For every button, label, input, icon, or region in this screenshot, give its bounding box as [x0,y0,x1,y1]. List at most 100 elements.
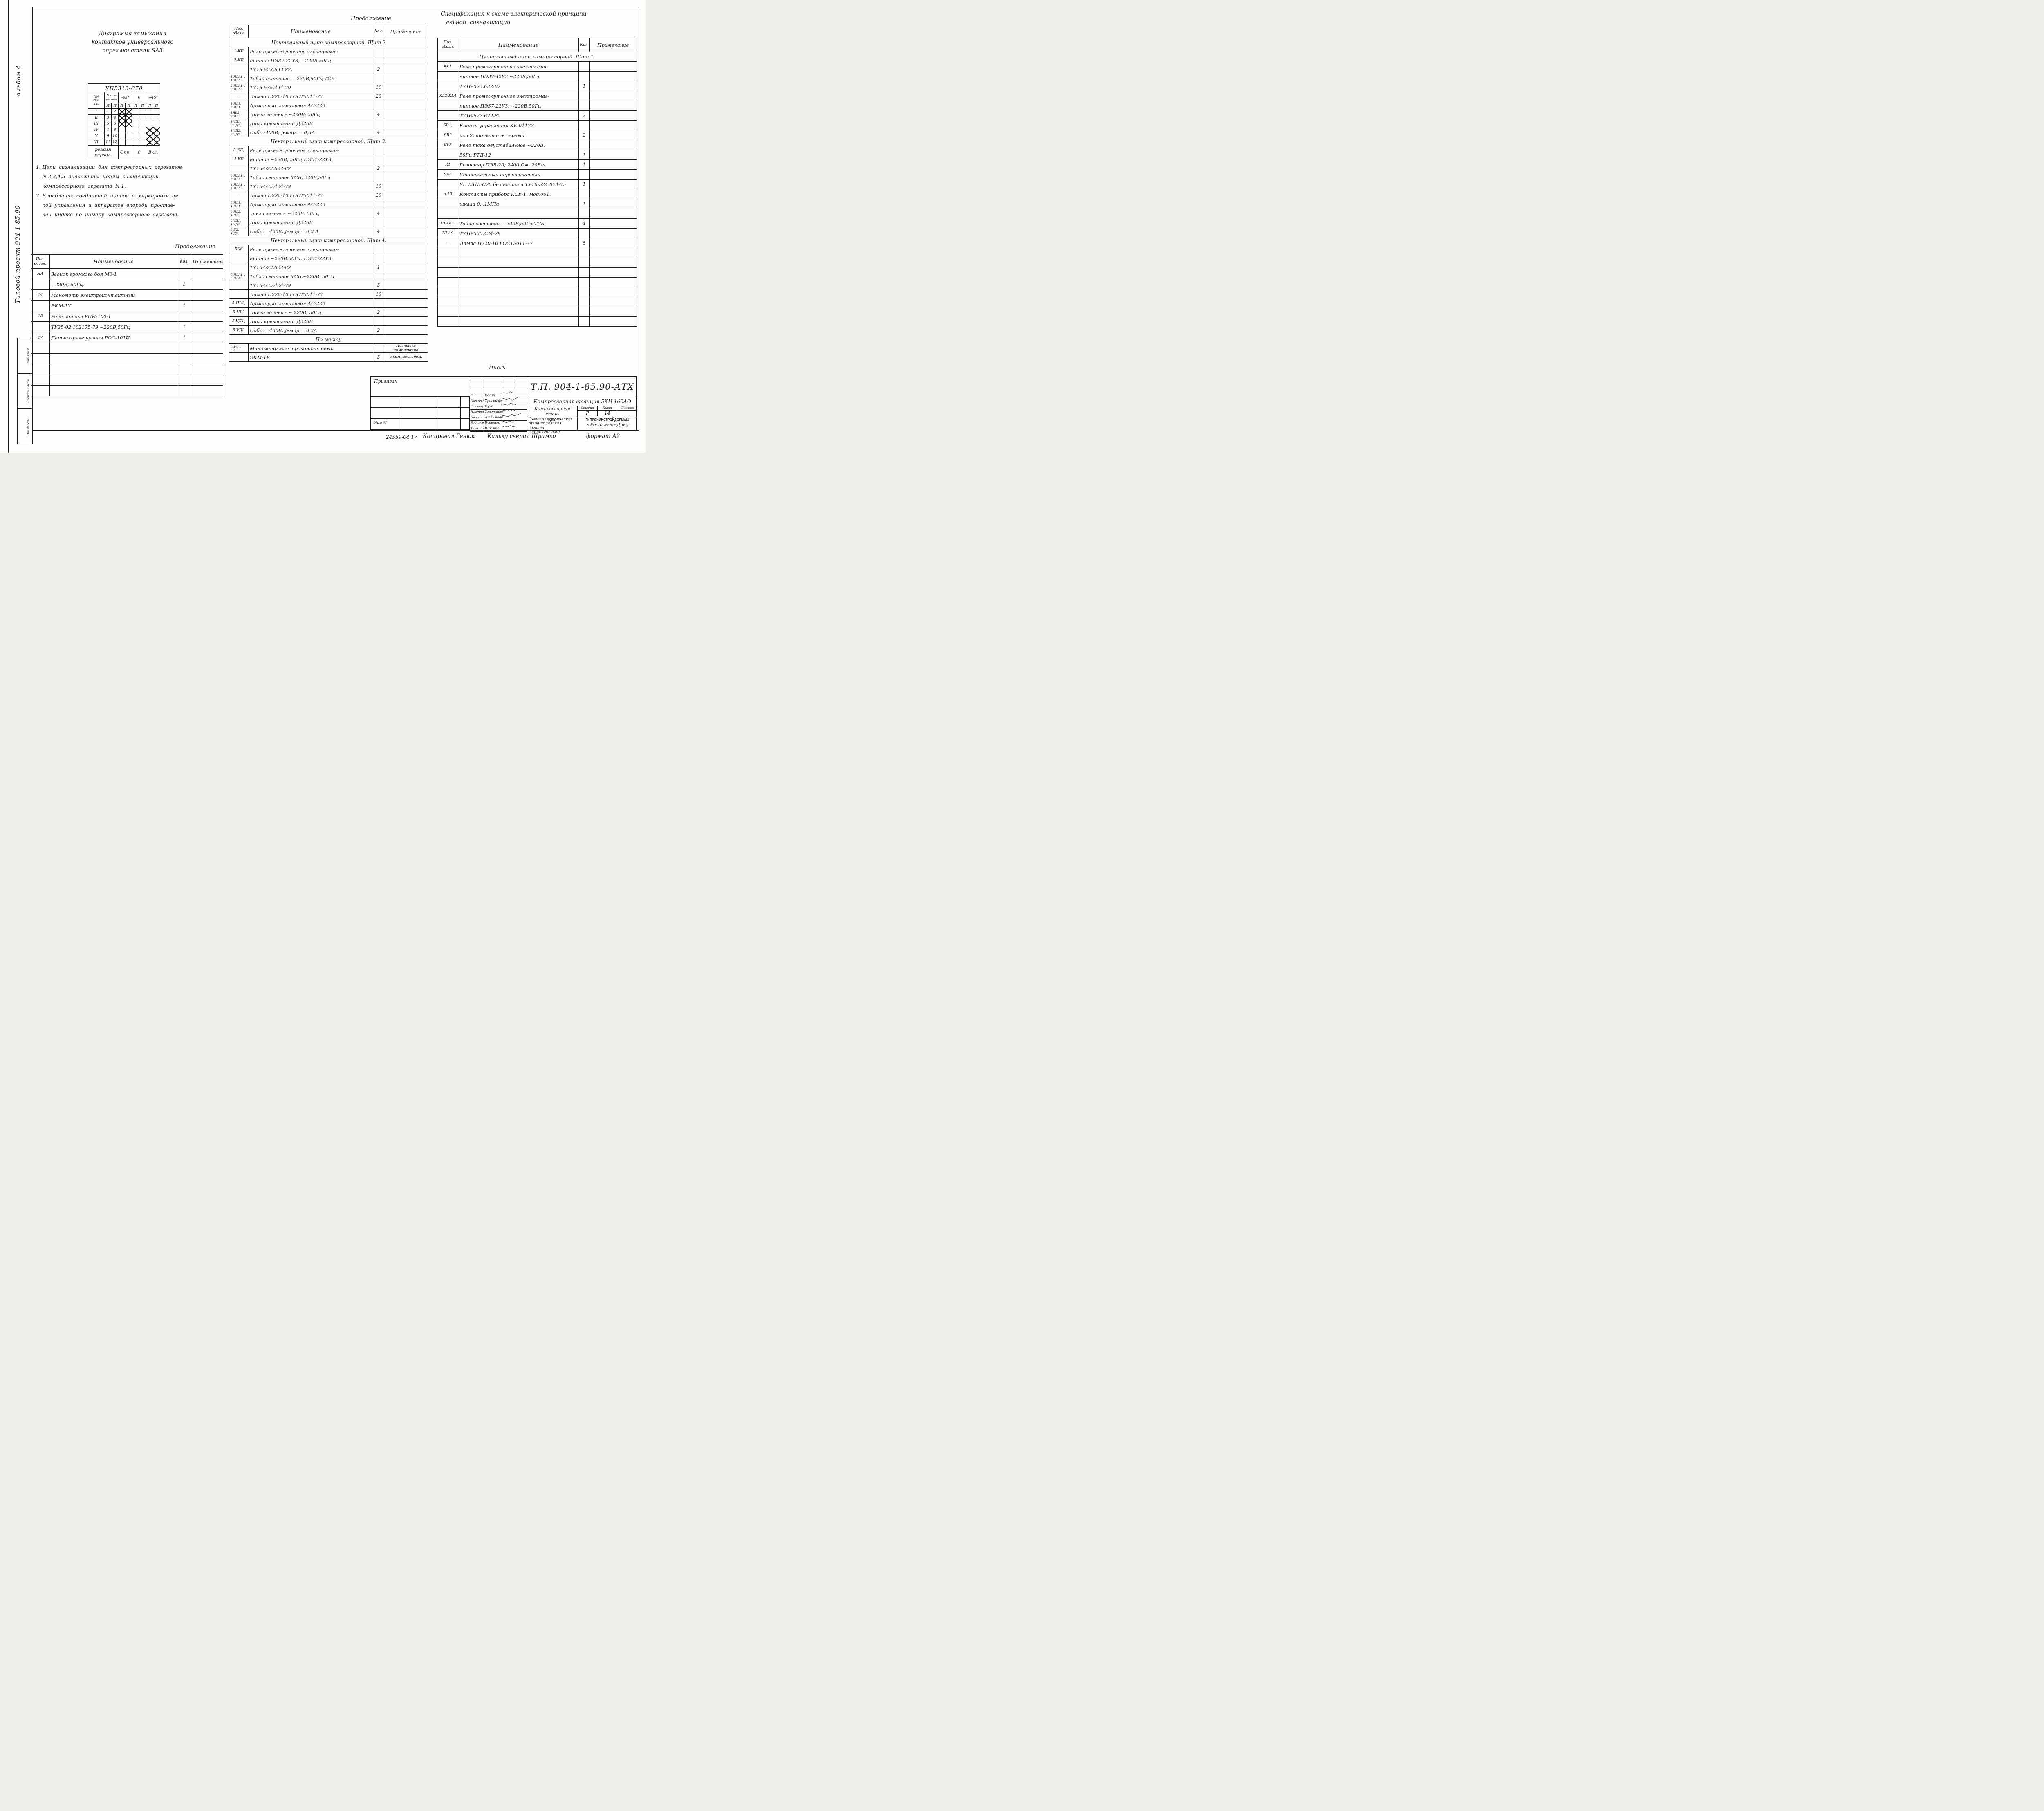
contact-open-cell [153,114,160,121]
contact-open-cell [132,127,139,133]
sig-row: Гип Коган [470,393,527,399]
sig-row-empty [470,388,527,394]
cell-name: Табло световое ТСБ,~220В, 50Гц [248,272,373,281]
cell-note [589,277,637,287]
table-row: KL1 Реле промежуточное электромаг- [437,61,637,72]
cell-note [589,81,637,91]
table-row [437,248,637,258]
contact-closed-mark [153,127,160,133]
table-row: 4-КБ нитное ~220В, 50Гц ПЭ37-22УЗ, [229,155,428,164]
cell-qty [373,47,384,56]
switch-row: II 3 4 [88,114,160,121]
cell-qty: 4 [373,110,384,119]
cell-note [384,325,428,335]
cell-qty [578,61,590,72]
cell-name: Линза зеленая ~220В; 50Гц [248,110,373,119]
cell-name: Арматура сигнальная АС-220 [248,200,373,209]
cell-note [191,321,223,332]
drawing-sheet: Альбом 4 Типовой проект 904-1-85.90 Взам… [0,0,646,453]
grid-cell [371,397,399,408]
cell-qty [373,298,384,308]
cell-name: Звонок громкого боя МЗ-1 [49,268,177,279]
cell-name [458,287,579,297]
cell-qty: 1 [578,150,590,160]
table-row: SB1, Кнопка управления КЕ-011УЗ [437,120,637,130]
cell-note [384,307,428,317]
stamp-blank-cell [18,373,25,408]
cell-qty: 1 [177,332,191,343]
cell-qty: 1 [578,159,590,170]
cell-name: Резистор ПЭВ-20; 2400 Ом, 20Вт [458,159,579,170]
table-row: 3-HL2, 4-HL2 линза зеленая ~220В; 50Гц 4 [229,209,428,218]
table-row: 1-HLA1... 1-HLA5 Табло световое ~ 220В,50Г… [229,74,428,83]
cell-qty: 4 [373,128,384,137]
cell-qty [578,277,590,287]
contact-open-cell [132,108,139,115]
cell-pos: SA3 [437,169,458,180]
cell-name: Реле промежуточное электромаг- [248,146,373,155]
cell-pos: 4-КБ [229,155,249,164]
cell-name: ЭКМ-1У [248,352,373,362]
cell-note [589,61,637,72]
section-row: По месту [229,334,428,344]
table-row: — Лампа Ц220-10 ГОСТ5011-77 20 [229,92,428,101]
cell-name: Диод кремниевый Д226Б [248,119,373,128]
table-row [437,267,637,278]
cell-pos [229,352,249,362]
contact-open-cell [139,133,146,139]
cell-name: Реле промежуточное электромаг- [458,61,579,72]
header-note: Примечание [589,38,637,52]
switch-cell: 2 [111,108,119,115]
contact-closed-mark [146,139,153,146]
cell-pos [437,199,458,209]
cell-pos: 1HL2 2-HL2 [229,110,249,119]
cell-pos [437,277,458,287]
cell-pos: 3-КБ, [229,146,249,155]
cell-name [458,316,579,327]
contact-open-cell [146,114,153,121]
cell-name: Контакты прибора КСУ-1, мод.061, [458,189,579,199]
cell-pos: KL1 [437,61,458,72]
cell-note [384,209,428,218]
cell-pos [437,307,458,317]
table-row: — Лампа Ц220-10 ГОСТ5011-77 20 [229,191,428,200]
switch-cell: 10 [111,133,119,139]
cell-note [191,343,223,354]
cell-note: с компрессором. [384,352,428,362]
mode-vkl: Вкл. [146,145,160,159]
cell-pos: 5-HL2 [229,307,249,317]
lp-cell: Л [118,103,126,109]
cell-name: Диод кремниевый Д226Б [248,218,373,227]
switch-row: IV 7 8 [88,127,160,133]
cell-note [589,248,637,258]
contact-open-cell [153,121,160,127]
sheet-edge-line [8,0,9,453]
cell-note [191,375,223,386]
cell-qty: 8 [578,238,590,248]
cell-pos [437,248,458,258]
cell-pos: 17 [31,332,50,343]
cell-name: Манометр электроконтактный [49,289,177,301]
contact-closed-mark [118,114,126,121]
cell-qty [177,268,191,279]
switch-cell: IV [88,127,105,133]
stage-value: Р [578,411,598,416]
cell-name: ЭКМ-1У [49,300,177,311]
notes: 1. Цепи сигнализации для компрессорных а… [36,163,231,220]
switch-cell: 4 [111,114,119,121]
cell-qty [177,343,191,354]
sig-row: Гл.спец. Фукс [470,404,527,410]
lp-cell: П [111,103,119,109]
table-row [437,307,637,317]
cell-name: Табло световое ~ 220В,50Гц ТСБ [248,74,373,83]
cell-qty: 1 [373,263,384,272]
footer-order-number: 24559-04 17 [386,434,417,440]
table-row: — Лампа Ц220-10 ГОСТ5011-77 8 [437,238,637,248]
cell-name: Лампа Ц220-10 ГОСТ5011-77 [248,191,373,200]
section-row: Центральный щит компрессорной. Щит 4. [229,236,428,245]
cell-pos: п.15 [437,189,458,199]
table-row: 2-HLA1... 2-HLA5 ТУ16-535.424-79 10 [229,83,428,92]
cell-note [589,297,637,307]
contact-open-cell [132,139,139,146]
cell-note [589,209,637,219]
